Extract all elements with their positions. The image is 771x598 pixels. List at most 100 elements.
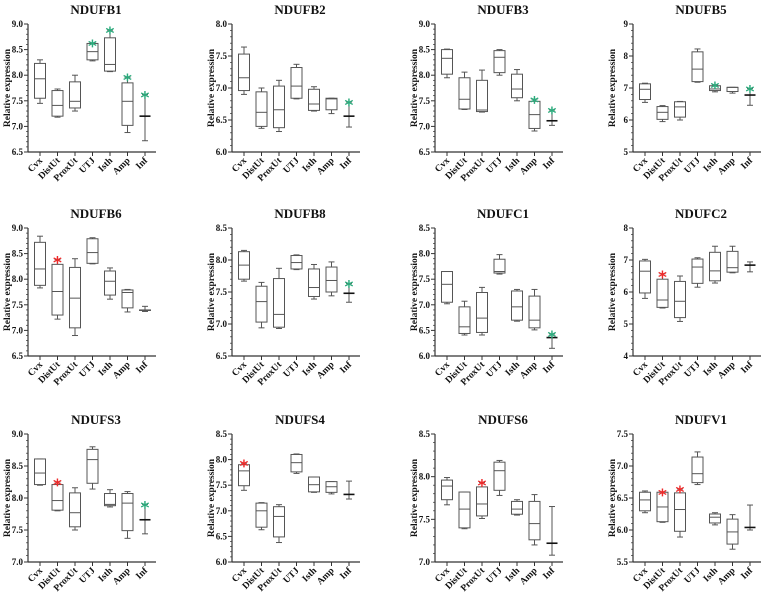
iqr-box — [308, 88, 320, 111]
iqr-box — [121, 493, 134, 532]
y-tick-label: 7 — [624, 83, 629, 93]
box-amp — [726, 86, 739, 94]
box-amp — [325, 481, 338, 495]
chart-panel-ndufs3: NDUFS3 Relative expression 7.0 7.5 8.0 8.5 9.0… — [3, 412, 156, 594]
x-tick-label: Inf — [541, 359, 557, 375]
box-inf — [546, 109, 558, 126]
y-tick-label: 5 — [624, 319, 629, 329]
significance-star-green: * — [548, 328, 557, 348]
x-tick-label: UTJ — [78, 566, 98, 586]
box-proxut — [273, 504, 285, 544]
box-utj — [86, 446, 99, 490]
box-cvx — [34, 458, 46, 486]
y-tick-label: 6.5 — [216, 351, 228, 361]
iqr-box — [34, 62, 46, 99]
iqr-box — [528, 500, 541, 541]
y-tick-label: 8.5 — [216, 223, 228, 233]
box-distut — [656, 105, 669, 123]
y-tick-label: 7.0 — [12, 121, 24, 131]
x-tick-label: UTJ — [485, 156, 505, 176]
y-axis-label: Relative expression — [410, 48, 420, 127]
box-inf — [343, 101, 355, 128]
box-proxut — [69, 74, 81, 112]
iqr-box — [691, 456, 704, 484]
y-tick-label: 6 — [624, 287, 629, 297]
y-tick-label: 8.5 — [419, 429, 431, 439]
chart-title: NDUFB5 — [675, 2, 727, 17]
box-proxut — [69, 487, 81, 531]
y-tick-label: 8.5 — [419, 223, 431, 233]
y-tick-label: 8.0 — [216, 255, 228, 265]
iqr-box — [104, 270, 116, 296]
box-utj — [493, 254, 506, 275]
box-distut — [255, 502, 268, 531]
iqr-box — [51, 90, 64, 117]
significance-star-green: * — [711, 79, 720, 99]
box-utj — [86, 42, 99, 62]
iqr-box — [674, 492, 686, 532]
iqr-box — [238, 464, 250, 487]
iqr-box — [290, 67, 303, 99]
iqr-box — [290, 453, 303, 473]
box-isth — [709, 245, 721, 284]
y-tick-label: 6.0 — [419, 351, 431, 361]
y-tick-label: 8.0 — [419, 249, 431, 259]
box-utj — [86, 237, 99, 265]
box-inf — [744, 88, 756, 106]
chart-title: NDUFB8 — [274, 206, 326, 221]
x-tick-label: UTJ — [282, 360, 302, 380]
y-tick-label: 7.0 — [12, 557, 24, 567]
x-tick-label: Amp — [315, 566, 336, 587]
box-amp — [325, 261, 338, 297]
box-cvx — [34, 235, 46, 289]
iqr-box — [709, 251, 721, 282]
y-axis-label: Relative expression — [3, 458, 13, 537]
chart-panel-ndufb6: NDUFB6 Relative expression 6.5 7.0 7.5 8.0 8.5… — [3, 206, 156, 388]
iqr-box — [674, 101, 686, 118]
x-tick-label: UTJ — [683, 566, 703, 586]
x-tick-label: Inf — [739, 155, 755, 171]
y-tick-label: 9 — [624, 19, 629, 29]
iqr-box — [458, 77, 471, 110]
iqr-box — [441, 479, 453, 501]
box-utj — [290, 63, 303, 100]
significance-star-red: * — [53, 254, 62, 274]
y-tick-label: 7.0 — [12, 325, 24, 335]
significance-star-green: * — [141, 498, 150, 518]
iqr-box — [493, 258, 506, 274]
significance-star-green: * — [141, 89, 150, 109]
box-isth — [104, 29, 116, 73]
iqr-box — [441, 271, 453, 303]
y-tick-label: 6 — [624, 115, 629, 125]
y-tick-label: 7.5 — [216, 287, 228, 297]
iqr-box — [656, 278, 669, 308]
box-cvx — [238, 249, 250, 282]
iqr-box — [69, 492, 81, 528]
iqr-box — [273, 278, 285, 328]
box-inf — [139, 305, 151, 312]
box-cvx — [639, 82, 651, 103]
significance-star-green: * — [88, 37, 97, 57]
box-inf — [139, 94, 151, 142]
x-tick-label: Inf — [134, 565, 150, 581]
x-tick-label: Amp — [518, 566, 539, 587]
y-tick-label: 6.5 — [12, 351, 24, 361]
y-tick-label: 8.0 — [12, 70, 24, 80]
y-tick-label: 7.0 — [216, 319, 228, 329]
y-tick-label: 7.5 — [419, 514, 431, 524]
significance-star-green: * — [746, 83, 755, 103]
chart-title: NDUFB2 — [274, 2, 325, 17]
box-proxut — [674, 275, 686, 322]
iqr-box — [121, 289, 134, 309]
iqr-box — [86, 238, 99, 264]
y-tick-label: 8 — [624, 223, 629, 233]
y-tick-label: 9.0 — [12, 429, 24, 439]
y-tick-label: 6.5 — [419, 147, 431, 157]
iqr-box — [511, 290, 523, 321]
y-tick-label: 9.0 — [12, 19, 24, 29]
box-cvx — [441, 477, 453, 506]
y-axis-label: Relative expression — [410, 458, 420, 537]
y-axis-label: Relative expression — [207, 458, 217, 537]
box-utj — [493, 49, 506, 76]
box-isth — [308, 263, 320, 300]
